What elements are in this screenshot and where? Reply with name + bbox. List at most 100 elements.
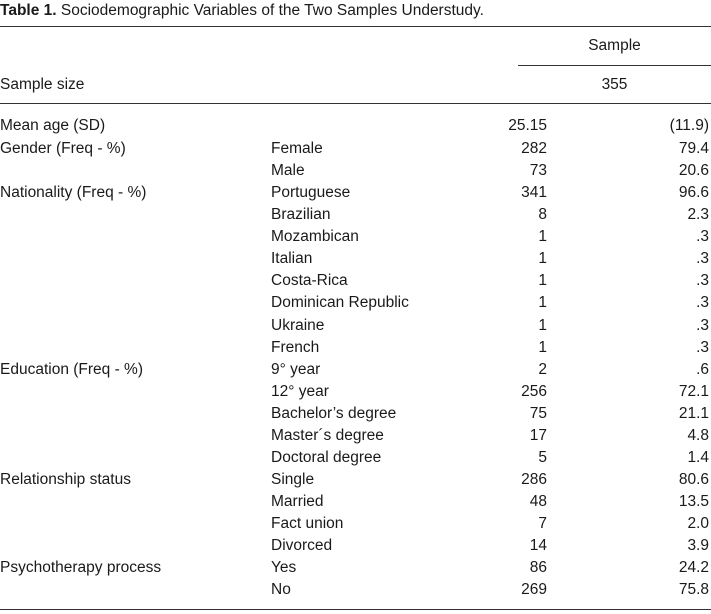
category-cell: Fact union — [271, 515, 344, 532]
category-cell: 12° year — [271, 383, 329, 400]
category-cell: Doctoral degree — [271, 449, 382, 466]
percent-cell: .3 — [696, 228, 709, 245]
table-row: Education (Freq - %) 9° year 2 .6 — [0, 359, 711, 381]
freq-cell: 5 — [538, 449, 547, 466]
table-row: Master´s degree 17 4.8 — [0, 425, 711, 447]
mean-age-value: 25.15 — [508, 117, 547, 134]
table-row: Fact union 7 2.0 — [0, 513, 711, 535]
table-row: Mozambican 1 .3 — [0, 226, 711, 248]
category-cell: Divorced — [271, 537, 333, 554]
table-row: Divorced 14 3.9 — [0, 535, 711, 557]
freq-cell: 2 — [538, 361, 547, 378]
freq-cell: 1 — [538, 228, 547, 245]
table-row: Doctoral degree 5 1.4 — [0, 447, 711, 469]
table-caption-label: Table 1. — [0, 2, 57, 19]
table-row: No 269 75.8 — [0, 579, 711, 601]
freq-cell: 1 — [538, 317, 547, 334]
percent-cell: 3.9 — [687, 537, 709, 554]
category-cell: Portuguese — [271, 184, 351, 201]
category-cell: Married — [271, 493, 324, 510]
percent-cell: .6 — [696, 361, 709, 378]
category-cell: Yes — [271, 559, 297, 576]
category-cell: Female — [271, 140, 323, 157]
table-row: Relationship status Single 286 80.6 — [0, 469, 711, 491]
freq-cell: 7 — [538, 515, 547, 532]
table-row: Bachelor’s degree 75 21.1 — [0, 403, 711, 425]
percent-cell: 20.6 — [678, 162, 709, 179]
table-caption-text: Sociodemographic Variables of the Two Sa… — [60, 2, 484, 19]
percent-cell: 75.8 — [678, 581, 709, 598]
percent-cell: 1.4 — [687, 449, 709, 466]
mean-age-sd: (11.9) — [669, 117, 709, 134]
percent-cell: 21.1 — [678, 405, 709, 422]
percent-cell: .3 — [696, 250, 709, 267]
group-label: Relationship status — [0, 471, 131, 488]
percent-cell: .3 — [696, 339, 709, 356]
freq-cell: 256 — [521, 383, 547, 400]
header-bottom-rule — [0, 103, 711, 104]
percent-cell: .3 — [696, 317, 709, 334]
freq-cell: 1 — [538, 339, 547, 356]
sample-header-rule — [518, 65, 711, 66]
freq-cell: 1 — [538, 272, 547, 289]
group-label: Nationality (Freq - %) — [0, 184, 147, 201]
table-row: Gender (Freq - %) Female 282 79.4 — [0, 138, 711, 160]
group-label: Psychotherapy process — [0, 559, 162, 576]
table-row: Psychotherapy process Yes 86 24.2 — [0, 557, 711, 579]
category-cell: Bachelor’s degree — [271, 405, 397, 422]
category-cell: Male — [271, 162, 305, 179]
freq-cell: 1 — [538, 294, 547, 311]
percent-cell: 24.2 — [678, 559, 709, 576]
percent-cell: .3 — [696, 272, 709, 289]
table-row: Italian 1 .3 — [0, 248, 711, 270]
group-label: Gender (Freq - %) — [0, 140, 126, 157]
table-bottom-rule — [0, 609, 711, 610]
category-cell: Costa-Rica — [271, 272, 348, 289]
category-cell: No — [271, 581, 291, 598]
percent-cell: 96.6 — [678, 184, 709, 201]
group-label: Education (Freq - %) — [0, 361, 143, 378]
percent-cell: 2.3 — [687, 206, 709, 223]
freq-cell: 73 — [529, 162, 547, 179]
table-row: Married 48 13.5 — [0, 491, 711, 513]
freq-cell: 341 — [521, 184, 547, 201]
table-row: Brazilian 8 2.3 — [0, 204, 711, 226]
category-cell: French — [271, 339, 320, 356]
category-cell: Ukraine — [271, 317, 325, 334]
table-row: Ukraine 1 .3 — [0, 315, 711, 337]
table-caption: Table 1. Sociodemographic Variables of t… — [0, 0, 711, 22]
freq-cell: 286 — [521, 471, 547, 488]
percent-cell: 80.6 — [678, 471, 709, 488]
table-row: Dominican Republic 1 .3 — [0, 292, 711, 314]
freq-cell: 48 — [529, 493, 547, 510]
freq-cell: 17 — [529, 427, 547, 444]
mean-age-row: Mean age (SD) 25.15 (11.9) — [0, 115, 711, 137]
percent-cell: 72.1 — [678, 383, 709, 400]
percent-cell: 13.5 — [678, 493, 709, 510]
category-cell: Dominican Republic — [271, 294, 409, 311]
freq-cell: 14 — [529, 537, 547, 554]
table-row: Nationality (Freq - %) Portuguese 341 96.6 — [0, 182, 711, 204]
percent-cell: 2.0 — [687, 515, 709, 532]
percent-cell: 79.4 — [678, 140, 709, 157]
table-row: Male 73 20.6 — [0, 160, 711, 182]
table-row: Costa-Rica 1 .3 — [0, 270, 711, 292]
table-row: 12° year 256 72.1 — [0, 381, 711, 403]
freq-cell: 75 — [529, 405, 547, 422]
freq-cell: 86 — [529, 559, 547, 576]
category-cell: Mozambican — [271, 228, 359, 245]
sample-size-label: Sample size — [0, 76, 85, 93]
freq-cell: 269 — [521, 581, 547, 598]
sample-size-value: 355 — [601, 76, 628, 93]
category-cell: Brazilian — [271, 206, 331, 223]
category-cell: 9° year — [271, 361, 321, 378]
freq-cell: 1 — [538, 250, 547, 267]
percent-cell: 4.8 — [687, 427, 709, 444]
category-cell: Italian — [271, 250, 313, 267]
category-cell: Master´s degree — [271, 427, 384, 444]
freq-cell: 282 — [521, 140, 547, 157]
table-top-rule — [0, 26, 711, 27]
percent-cell: .3 — [696, 294, 709, 311]
freq-cell: 8 — [538, 206, 547, 223]
table-row: French 1 .3 — [0, 337, 711, 359]
